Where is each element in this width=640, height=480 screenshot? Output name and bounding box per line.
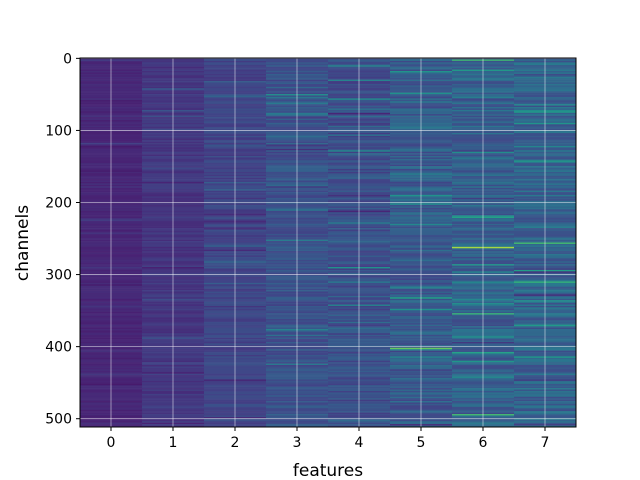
x-tick-label: 1 [169, 435, 178, 451]
y-tick-label: 500 [45, 412, 72, 428]
x-tick-label: 0 [107, 435, 116, 451]
x-tick-label: 4 [355, 435, 364, 451]
x-tick-label: 3 [293, 435, 302, 451]
heatmap-cells [80, 58, 577, 428]
plot-frame [79, 57, 577, 428]
y-tick-label: 300 [45, 268, 72, 284]
y-tick-label: 0 [63, 51, 72, 67]
x-tick-label: 6 [479, 435, 488, 451]
x-axis: 0 1 2 3 4 5 6 7 [107, 427, 550, 451]
y-axis: 0 100 200 300 400 500 [45, 51, 80, 428]
x-tick-label: 5 [417, 435, 426, 451]
y-tick-label: 100 [45, 123, 72, 139]
y-tick-label: 200 [45, 196, 72, 212]
y-tick-label: 400 [45, 340, 72, 356]
y-axis-label: channels [13, 205, 33, 281]
x-tick-label: 7 [541, 435, 550, 451]
x-axis-label: features [293, 461, 363, 480]
x-tick-label: 2 [231, 435, 240, 451]
plot-area [79, 57, 577, 428]
